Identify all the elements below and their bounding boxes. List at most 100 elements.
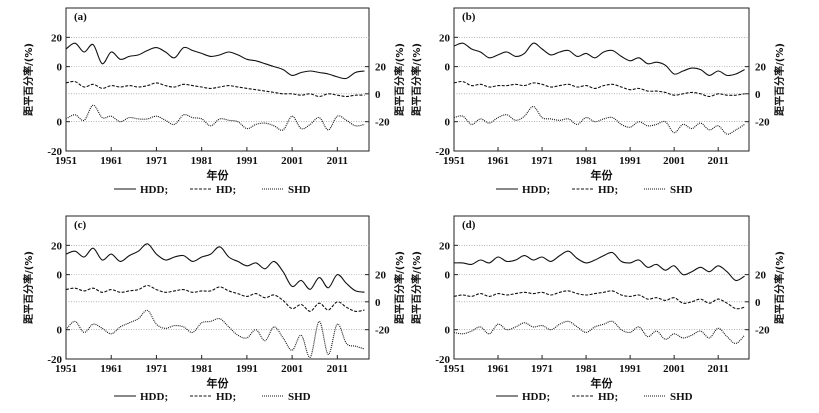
legend-label: SHD bbox=[288, 391, 311, 403]
x-tick-label: 2011 bbox=[707, 155, 728, 167]
x-tick-label: 2001 bbox=[281, 155, 303, 167]
x-tick-label: 2011 bbox=[707, 363, 728, 375]
y-axis-label: 距平百分率/(%) bbox=[410, 43, 423, 116]
legend: HDD; HD; SHD bbox=[114, 184, 311, 196]
y-tick-label: -20 bbox=[47, 146, 62, 158]
y-tick-label: 0 bbox=[57, 117, 63, 129]
legend-label: HD; bbox=[216, 184, 236, 196]
series-line-hd bbox=[65, 284, 365, 312]
y-tick-label: 20 bbox=[439, 240, 451, 252]
y2-tick-label: -20 bbox=[375, 117, 390, 129]
y2-tick-label: 0 bbox=[375, 89, 381, 101]
legend-label: SHD bbox=[288, 184, 311, 196]
series-line-hdd bbox=[453, 42, 745, 77]
x-tick-label: 1991 bbox=[236, 155, 258, 167]
x-tick-label: 1951 bbox=[55, 155, 77, 167]
y2-tick-label: 0 bbox=[375, 297, 381, 309]
x-tick-label: 1961 bbox=[487, 155, 509, 167]
x-tick-label: 1991 bbox=[619, 363, 641, 375]
x-tick-label: 2001 bbox=[663, 363, 685, 375]
y-tick-label: 0 bbox=[445, 62, 451, 74]
legend-label: HDD; bbox=[522, 184, 550, 196]
y-tick-label: 20 bbox=[439, 32, 451, 44]
legend-label: HDD; bbox=[140, 184, 168, 196]
x-tick-label: 2011 bbox=[327, 155, 348, 167]
series-line-shd bbox=[453, 320, 745, 344]
y-tick-label: -20 bbox=[435, 354, 450, 366]
legend-label: SHD bbox=[670, 184, 693, 196]
y2-axis-label: 距平百分率/(%) bbox=[393, 251, 406, 324]
legend: HDD; HD; SHD bbox=[496, 391, 693, 403]
x-tick-label: 1961 bbox=[100, 155, 122, 167]
legend-label: SHD bbox=[670, 391, 693, 403]
x-tick-label: 1961 bbox=[100, 363, 122, 375]
legend-label: HD; bbox=[216, 391, 236, 403]
x-tick-label: 2011 bbox=[327, 363, 348, 375]
x-tick-label: 1971 bbox=[531, 155, 553, 167]
series-line-hd bbox=[453, 80, 745, 98]
legend: HDD; HD; SHD bbox=[114, 391, 311, 403]
plot-frame bbox=[453, 7, 750, 152]
x-axis-label: 年份 bbox=[207, 168, 230, 182]
y-axis-label: 距平百分率/(%) bbox=[22, 251, 35, 324]
y2-axis-label: 距平百分率/(%) bbox=[773, 251, 786, 324]
y-tick-label: -20 bbox=[47, 354, 62, 366]
x-axis-label: 年份 bbox=[591, 168, 614, 182]
x-tick-label: 1981 bbox=[191, 363, 213, 375]
x-tick-label: 1971 bbox=[531, 363, 553, 375]
y2-tick-label: 20 bbox=[375, 270, 387, 282]
y-axis-label: 距平百分率/(%) bbox=[22, 43, 35, 116]
plot-frame bbox=[65, 215, 370, 360]
y2-tick-label: 0 bbox=[755, 89, 761, 101]
y-tick-label: 0 bbox=[57, 62, 63, 74]
x-tick-label: 1981 bbox=[575, 155, 597, 167]
x-tick-label: 1991 bbox=[619, 155, 641, 167]
x-tick-label: 1971 bbox=[145, 363, 167, 375]
x-axis-label: 年份 bbox=[207, 376, 230, 390]
panel-label: (c) bbox=[74, 219, 87, 231]
series-line-hdd bbox=[65, 243, 365, 293]
x-tick-label: 2001 bbox=[663, 155, 685, 167]
legend-label: HD; bbox=[598, 184, 618, 196]
y-tick-label: 0 bbox=[445, 325, 451, 337]
x-tick-label: 1951 bbox=[443, 363, 465, 375]
legend-label: HD; bbox=[598, 391, 618, 403]
y-tick-label: 0 bbox=[445, 270, 451, 282]
x-tick-label: 2001 bbox=[281, 363, 303, 375]
plot-frame bbox=[65, 7, 370, 152]
y-tick-label: 20 bbox=[51, 32, 63, 44]
x-tick-label: 1971 bbox=[145, 155, 167, 167]
series-line-hdd bbox=[65, 42, 365, 80]
series-line-shd bbox=[453, 105, 745, 135]
y-tick-label: 0 bbox=[57, 325, 63, 337]
y2-tick-label: 0 bbox=[755, 297, 761, 309]
y2-tick-label: -20 bbox=[755, 325, 770, 337]
x-axis-label: 年份 bbox=[591, 376, 614, 390]
x-tick-label: 1981 bbox=[575, 363, 597, 375]
y-tick-label: 0 bbox=[445, 117, 451, 129]
x-tick-label: 1961 bbox=[487, 363, 509, 375]
y-tick-label: 20 bbox=[51, 240, 63, 252]
x-tick-label: 1951 bbox=[443, 155, 465, 167]
panel-label: (d) bbox=[462, 219, 476, 231]
y-axis-label: 距平百分率/(%) bbox=[410, 251, 423, 324]
legend: HDD; HD; SHD bbox=[496, 184, 693, 196]
y2-tick-label: 20 bbox=[375, 62, 387, 74]
legend-label: HDD; bbox=[140, 391, 168, 403]
legend-label: HDD; bbox=[522, 391, 550, 403]
y2-axis-label: 距平百分率/(%) bbox=[773, 43, 786, 116]
y2-tick-label: -20 bbox=[755, 117, 770, 129]
x-tick-label: 1951 bbox=[55, 363, 77, 375]
panel-label: (a) bbox=[74, 11, 87, 23]
y2-tick-label: 20 bbox=[755, 270, 767, 282]
series-line-shd bbox=[65, 104, 365, 131]
x-tick-label: 1991 bbox=[236, 363, 258, 375]
series-line-shd bbox=[65, 309, 365, 358]
y-tick-label: 0 bbox=[57, 270, 63, 282]
series-line-hd bbox=[453, 290, 745, 310]
